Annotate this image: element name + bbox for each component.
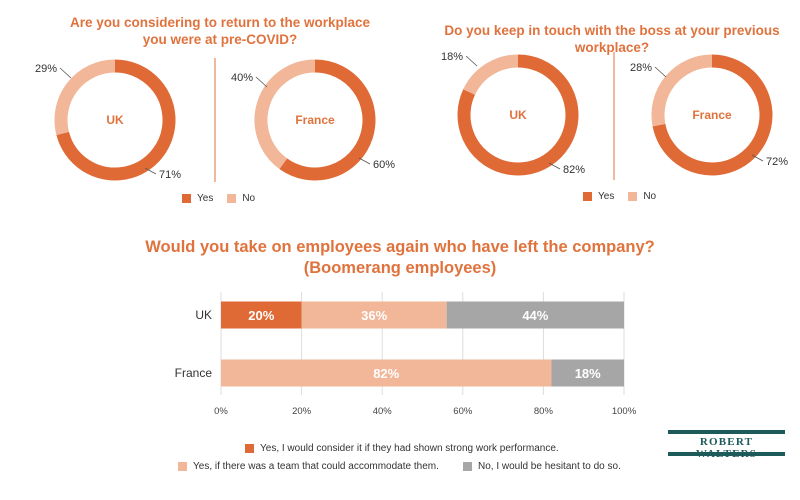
- chart3-title: Would you take on employees again who ha…: [130, 237, 670, 279]
- legend-swatch-no: [628, 192, 638, 201]
- donut-slice-label: 72%: [766, 156, 788, 168]
- donut-slice-yes: [56, 59, 176, 181]
- legend-swatch: [245, 444, 254, 453]
- donut-slice-no: [463, 54, 519, 96]
- donut-leader-line: [654, 66, 667, 78]
- x-tick-label: 60%: [453, 406, 473, 417]
- chart3-title-line2: (Boomerang employees): [303, 259, 497, 277]
- legend-swatch-yes: [583, 192, 592, 201]
- donut-center-label: UK: [509, 108, 527, 122]
- bar-data-label: 82%: [373, 366, 399, 381]
- bar-data-label: 44%: [522, 308, 548, 323]
- donut-leader-line: [751, 154, 764, 162]
- bar-segment: [551, 359, 624, 387]
- legend-label-no: No: [643, 191, 657, 202]
- chart1-title: Are you considering to return to the wor…: [69, 15, 371, 47]
- chart2-title: Do you keep in touch with the boss at yo…: [444, 23, 780, 55]
- legend-bar-series3: No, I would be hesitant to do so.: [463, 461, 621, 472]
- donut-slice-label: 28%: [630, 62, 652, 74]
- bar-segment: [221, 359, 552, 387]
- bar-segment: [446, 301, 624, 329]
- donut-leader-line: [144, 167, 157, 175]
- donut-slice-yes: [457, 54, 579, 176]
- legend-swatch-yes: [182, 194, 191, 203]
- bar-segment: [221, 301, 302, 329]
- donut-slice-no: [254, 59, 316, 169]
- donut-slice-label: 82%: [563, 164, 585, 176]
- bar-data-label: 36%: [361, 308, 387, 323]
- donut-slice-label: 60%: [373, 159, 395, 171]
- donut-slice-label: 71%: [159, 169, 181, 181]
- donut-slice-no: [651, 54, 713, 127]
- donut-slice-label: 29%: [35, 63, 57, 75]
- legend-label-no: No: [242, 193, 256, 204]
- legend-chart2: Yes No: [583, 191, 656, 202]
- donut-leader-line: [358, 157, 371, 165]
- x-tick-label: 20%: [292, 406, 312, 417]
- donut-center-label: UK: [106, 113, 124, 127]
- legend-swatch: [463, 462, 472, 471]
- y-category-label: France: [175, 366, 213, 380]
- legend-swatch: [178, 462, 187, 471]
- donut-slice-label: 18%: [441, 51, 463, 63]
- donut-leader-line: [465, 55, 478, 67]
- donut-charts: UK 29% 71% France 40% 60% UK 18% 82% France 28% 72%: [35, 51, 788, 181]
- legend-label-yes: Yes: [598, 191, 615, 202]
- logo-bar-bottom: [668, 452, 785, 456]
- x-tick-label: 80%: [534, 406, 554, 417]
- legend-label-yes: Yes: [197, 193, 214, 204]
- x-tick-label: 40%: [373, 406, 393, 417]
- donut-slice-label: 40%: [231, 72, 253, 84]
- donut-leader-line: [59, 67, 72, 79]
- bar-segment: [301, 301, 447, 329]
- brand-logo: ROBERT WALTERS: [668, 430, 785, 460]
- bar-data-label: 18%: [575, 366, 601, 381]
- donut-center-label: France: [692, 108, 732, 122]
- logo-text: ROBERT WALTERS: [696, 436, 756, 460]
- legend-bar-series1: Yes, I would consider it if they had sho…: [245, 443, 559, 454]
- logo-bar-top: [668, 430, 785, 434]
- legend-label: No, I would be hesitant to do so.: [478, 461, 621, 472]
- legend-swatch-no: [227, 194, 237, 203]
- stacked-bar-chart: 0% 20% 40% 60% 80% 100% UK 20% 36% 44% France 82% 18…: [175, 292, 637, 417]
- legend-label: Yes, I would consider it if they had sho…: [260, 443, 559, 454]
- legend-label: Yes, if there was a team that could acco…: [193, 461, 439, 472]
- donut-slice-yes: [652, 54, 773, 176]
- donut-slice-yes: [279, 59, 376, 181]
- donut-leader-line: [548, 162, 561, 170]
- x-tick-label: 100%: [612, 406, 637, 417]
- y-category-label: UK: [195, 308, 212, 322]
- donut-center-label: France: [295, 113, 335, 127]
- x-tick-label: 0%: [214, 406, 228, 417]
- donut-slice-no: [54, 59, 116, 136]
- donut-leader-line: [255, 76, 268, 88]
- chart3-title-line1: Would you take on employees again who ha…: [145, 238, 655, 256]
- bar-data-label: 20%: [248, 308, 274, 323]
- legend-chart1: Yes No: [182, 193, 255, 204]
- legend-bar-series2: Yes, if there was a team that could acco…: [178, 461, 439, 472]
